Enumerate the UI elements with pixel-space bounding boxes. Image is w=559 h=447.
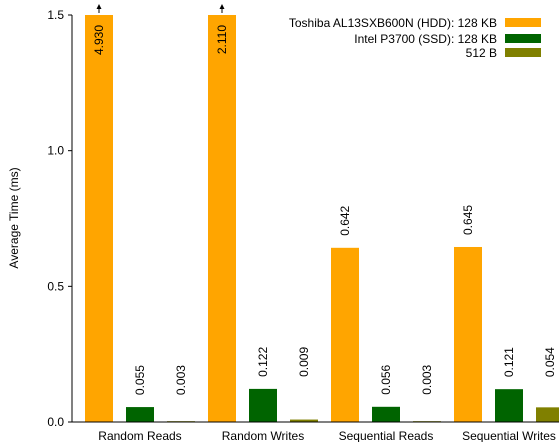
- x-tick-label: Random Reads: [98, 429, 181, 442]
- data-labels-layer: 4.930 0.055 0.003 2.110 0.122 0.009 0.642 0.056…: [92, 4, 557, 395]
- x-tick-label: Random Writes: [222, 429, 304, 442]
- bar: [290, 419, 318, 422]
- overflow-arrow-head: [96, 4, 102, 9]
- data-label: 0.642: [338, 205, 352, 235]
- legend-label: 512 B: [466, 46, 497, 60]
- y-tick-label: 1.5: [47, 8, 64, 22]
- data-label: 0.645: [461, 205, 475, 235]
- x-tick-label: Sequential Writes: [462, 429, 556, 442]
- data-label: 4.930: [92, 25, 106, 55]
- overflow-arrow-head: [219, 4, 225, 9]
- legend-swatch: [505, 34, 541, 43]
- axes-layer: [71, 15, 559, 423]
- bar: [85, 15, 113, 422]
- bar: [454, 246, 482, 422]
- bar: [331, 247, 359, 422]
- data-label: 0.003: [420, 364, 434, 394]
- legend: Toshiba AL13SXB600N (HDD): 128 KB Intel P…: [289, 16, 541, 60]
- legend-label: Toshiba AL13SXB600N (HDD): 128 KB: [289, 16, 497, 30]
- bar: [249, 388, 277, 422]
- bar: [495, 389, 523, 422]
- bar: [208, 15, 236, 422]
- x-tick-label: Sequential Reads: [339, 429, 434, 442]
- data-label: 0.056: [379, 364, 393, 394]
- bar: [126, 407, 154, 422]
- ticks-layer: 0.0 0.5 1.0 1.5 Random Reads Random Writes Seq…: [47, 8, 556, 443]
- y-axis-title: Average Time (ms): [7, 167, 21, 268]
- data-label: 2.110: [215, 25, 229, 54]
- y-tick-label: 0.0: [47, 415, 64, 429]
- data-label: 0.055: [133, 365, 147, 395]
- y-tick-label: 1.0: [47, 144, 64, 158]
- data-label: 0.054: [543, 347, 557, 377]
- legend-label: Intel P3700 (SSD): 128 KB: [354, 32, 497, 46]
- legend-swatch: [505, 48, 541, 57]
- bar: [536, 407, 559, 422]
- bars-layer: [85, 15, 559, 422]
- data-label: 0.003: [174, 365, 188, 395]
- legend-swatch: [505, 18, 541, 27]
- y-tick-label: 0.5: [47, 279, 64, 293]
- data-label: 0.009: [297, 347, 311, 377]
- bar: [372, 406, 400, 422]
- data-label: 0.122: [256, 347, 270, 377]
- data-label: 0.121: [502, 347, 516, 377]
